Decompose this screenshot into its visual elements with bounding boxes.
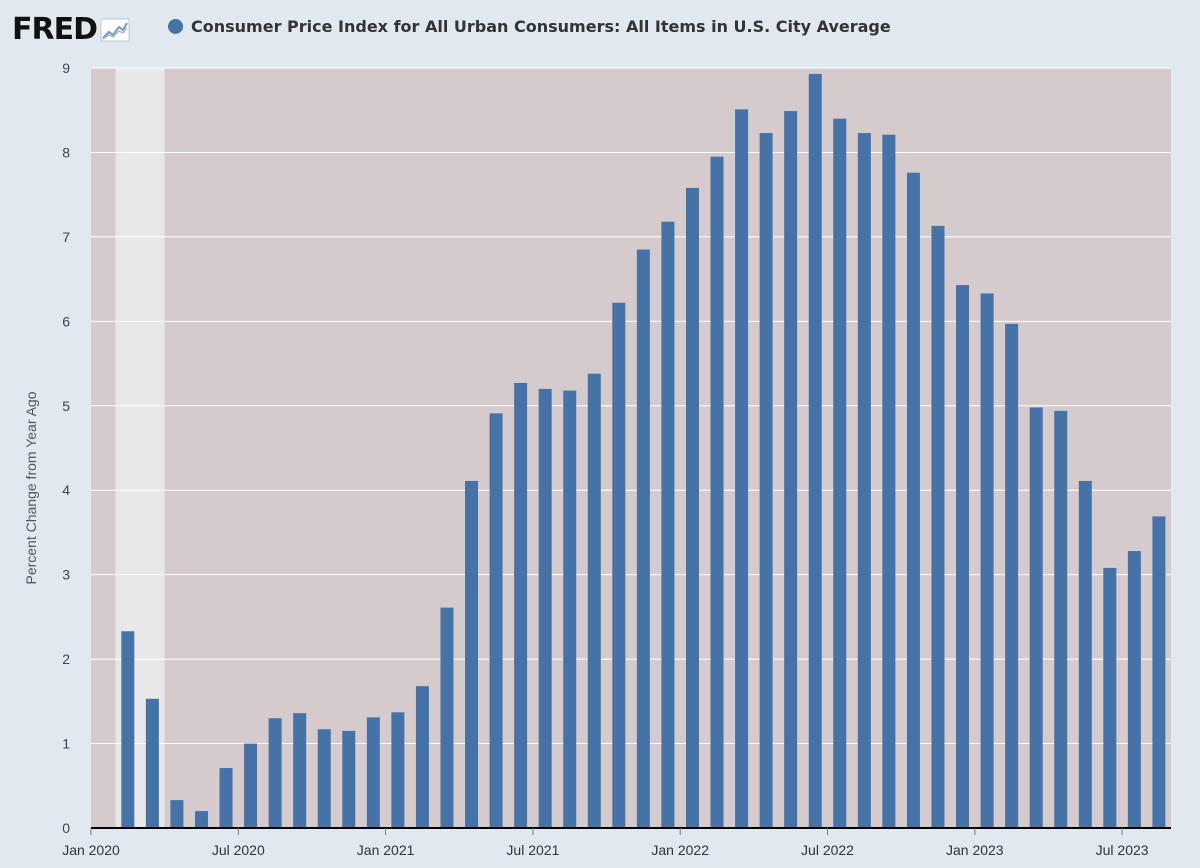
data-bar[interactable] [489,413,503,828]
data-bar[interactable] [538,388,552,828]
y-tick-label: 9 [62,60,70,76]
data-bar[interactable] [1152,516,1166,828]
data-bar[interactable] [1103,567,1117,828]
data-bar[interactable] [342,730,356,828]
data-bar[interactable] [661,221,675,828]
trend-line-icon [100,18,130,41]
data-bar[interactable] [612,302,626,828]
fred-logo-text: FRED [12,12,98,47]
data-bar[interactable] [1127,551,1141,828]
data-bar[interactable] [685,187,699,828]
data-bar[interactable] [145,698,159,828]
data-bar[interactable] [317,729,331,828]
y-axis-title: Percent Change from Year Ago [23,391,39,584]
data-bar[interactable] [857,133,871,828]
y-tick-label: 8 [62,144,70,160]
data-bar[interactable] [121,631,135,828]
x-tick-label: Jan 2023 [946,842,1004,858]
x-tick-label: Jul 2021 [506,842,559,858]
y-tick-label: 4 [62,482,70,498]
data-bar[interactable] [415,686,429,828]
y-tick-label: 7 [62,229,70,245]
data-bar[interactable] [808,73,822,828]
data-bar[interactable] [219,768,233,828]
y-tick-label: 5 [62,398,70,414]
y-tick-label: 6 [62,313,70,329]
y-tick-label: 1 [62,736,70,752]
data-bar[interactable] [636,249,650,829]
data-bar[interactable] [244,743,258,828]
x-tick-label: Jul 2020 [212,842,265,858]
data-bar[interactable] [293,713,307,828]
series-legend-marker [168,19,183,34]
x-tick-label: Jan 2021 [357,842,415,858]
x-tick-label: Jan 2022 [651,842,709,858]
y-tick-label: 3 [62,567,70,583]
x-tick-label: Jul 2022 [801,842,854,858]
data-bar[interactable] [710,156,724,828]
data-bar[interactable] [514,382,528,828]
chart-title: Consumer Price Index for All Urban Consu… [191,17,891,36]
data-bar[interactable] [194,811,208,828]
data-bar[interactable] [1005,323,1019,828]
data-bar[interactable] [956,285,970,828]
data-bar[interactable] [980,293,994,828]
data-bar[interactable] [391,712,405,828]
data-bar[interactable] [563,390,577,828]
data-bar[interactable] [906,172,920,828]
data-bar[interactable] [587,373,601,828]
data-bar[interactable] [931,225,945,828]
data-bar[interactable] [366,717,380,828]
data-bar[interactable] [735,109,749,828]
y-tick-label: 0 [62,820,70,836]
legend-series-title[interactable]: Consumer Price Index for All Urban Consu… [168,17,891,36]
data-bar[interactable] [465,480,479,828]
x-tick-label: Jan 2020 [62,842,120,858]
data-bar[interactable] [440,607,454,828]
x-tick-label: Jul 2023 [1096,842,1149,858]
data-bar[interactable] [170,800,184,828]
data-bar[interactable] [1054,410,1068,828]
data-bar[interactable] [268,718,282,828]
data-bar[interactable] [784,111,798,829]
data-bar[interactable] [1078,480,1092,828]
fred-logo[interactable]: FRED [12,12,130,47]
data-bar[interactable] [882,134,896,828]
data-bar[interactable] [833,118,847,828]
data-bar[interactable] [1029,407,1043,828]
data-bar[interactable] [759,133,773,828]
y-tick-label: 2 [62,651,70,667]
